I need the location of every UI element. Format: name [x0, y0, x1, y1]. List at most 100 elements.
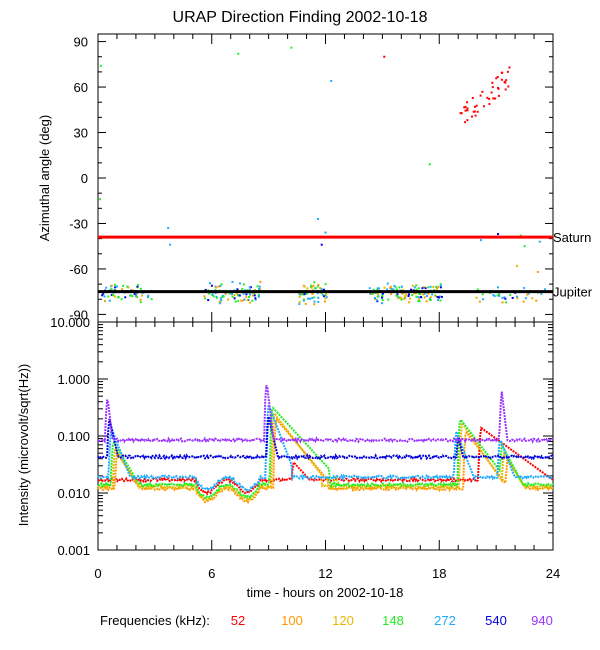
azimuth-point — [501, 297, 504, 300]
azimuth-point — [429, 285, 432, 288]
azimuth-point — [492, 294, 495, 297]
azimuth-point — [120, 298, 123, 301]
azimuth-point — [398, 286, 401, 289]
azimuth-point — [322, 288, 325, 291]
azimuth-point — [320, 288, 323, 291]
azimuth-point — [425, 300, 428, 303]
intensity-panel: 10.000 1.000 0.100 0.010 0.001 0 6 12 18 24 Inte… — [16, 315, 560, 600]
azimuth-point — [101, 294, 104, 297]
azimuth-point — [129, 294, 132, 297]
chart-title: URAP Direction Finding 2002-10-18 — [173, 9, 428, 26]
azimuth-point — [320, 243, 323, 246]
azimuth-point — [506, 70, 509, 73]
azimuth-point — [298, 303, 301, 306]
azimuth-point — [394, 286, 397, 289]
azimuth-point — [208, 292, 211, 295]
azimuth-point — [380, 302, 383, 305]
azimuth-point — [304, 302, 307, 305]
azimuth-point — [428, 163, 431, 166]
azimuth-point — [114, 295, 117, 298]
azimuth-point — [383, 55, 386, 58]
azimuth-point — [522, 300, 525, 303]
series-100-khz — [97, 417, 554, 505]
azimuth-point — [386, 282, 389, 285]
azimuth-point — [486, 96, 489, 99]
azimuth-point — [411, 284, 414, 287]
series-line — [97, 417, 554, 505]
legend-item-272: 272 — [434, 613, 456, 628]
azimuth-point — [102, 292, 105, 295]
azimuth-point — [131, 295, 134, 298]
azimuth-point — [117, 296, 120, 299]
azimuth-point — [417, 296, 420, 299]
azimuth-point — [221, 295, 224, 298]
azimuth-x-ticks — [97, 34, 554, 322]
jupiter-label: Jupiter — [553, 285, 593, 300]
intensity-y-tick-label: 0.100 — [57, 429, 90, 444]
legend-item-52: 52 — [231, 613, 245, 628]
azimuth-point — [215, 286, 218, 289]
azimuth-point — [310, 284, 313, 287]
azimuth-point — [437, 296, 440, 299]
azimuth-point — [131, 289, 134, 292]
azimuth-point — [204, 288, 207, 291]
azimuth-point — [220, 299, 223, 302]
azimuth-point — [248, 295, 251, 298]
azimuth-point — [248, 286, 251, 289]
azimuth-point — [248, 288, 251, 291]
azimuth-point — [298, 301, 301, 304]
azimuth-point — [313, 300, 316, 303]
azimuth-point — [387, 298, 390, 301]
azimuth-point — [103, 295, 106, 298]
azimuth-point — [203, 295, 206, 298]
azimuth-point — [478, 300, 481, 303]
saturn-label: Saturn — [553, 230, 591, 245]
azimuth-point — [471, 96, 474, 99]
azimuth-point — [311, 297, 314, 300]
azimuth-point — [523, 287, 526, 290]
azimuth-point — [98, 198, 101, 201]
azimuth-point — [402, 297, 405, 300]
azimuth-point — [306, 287, 309, 290]
azimuth-point — [147, 294, 150, 297]
series-148-khz — [97, 406, 554, 500]
azimuth-point — [374, 297, 377, 300]
series-line — [97, 404, 554, 493]
azimuth-point — [488, 102, 491, 105]
intensity-x-ticks: 0 6 12 18 24 — [94, 322, 560, 581]
azimuth-point — [516, 297, 519, 300]
series-940-khz — [98, 384, 554, 444]
azimuth-point — [515, 264, 518, 267]
azimuth-point — [497, 87, 500, 90]
azimuth-point — [110, 284, 113, 287]
azimuth-point — [479, 94, 482, 97]
azimuth-point — [389, 287, 392, 290]
azimuth-point — [504, 88, 507, 91]
x-tick-label: 12 — [318, 566, 332, 581]
azimuth-point — [466, 107, 469, 110]
azimuth-point — [134, 294, 137, 297]
azimuth-plot-frame — [97, 33, 554, 323]
azimuth-point — [504, 297, 507, 300]
azimuth-point — [411, 293, 414, 296]
azimuth-point — [381, 294, 384, 297]
azimuth-point — [257, 294, 260, 297]
azimuth-point — [400, 285, 403, 288]
azimuth-point — [302, 298, 305, 301]
azimuth-y-tick-label: -90 — [69, 307, 88, 322]
azimuth-point — [476, 110, 479, 113]
azimuth-point — [381, 299, 384, 302]
azimuth-point — [425, 294, 428, 297]
azimuth-point — [464, 121, 467, 124]
azimuth-point — [410, 288, 413, 291]
azimuth-point — [463, 106, 466, 109]
azimuth-point — [204, 297, 207, 300]
intensity-y-tick-label: 10.000 — [50, 315, 90, 330]
azimuth-point — [259, 280, 262, 283]
azimuth-point — [490, 91, 493, 94]
azimuth-point — [459, 112, 462, 115]
azimuth-point — [497, 233, 500, 236]
azimuth-point — [475, 104, 478, 107]
azimuth-point — [401, 289, 404, 292]
azimuth-point — [245, 296, 248, 299]
